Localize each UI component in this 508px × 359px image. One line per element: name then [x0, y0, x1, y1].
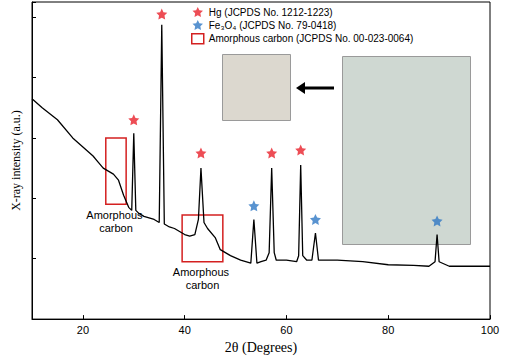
- svg-text:60: 60: [280, 324, 292, 336]
- svg-text:40: 40: [179, 324, 191, 336]
- svg-text:Amorphous: Amorphous: [173, 266, 232, 278]
- svg-text:20: 20: [77, 324, 89, 336]
- svg-text:2θ (Degrees): 2θ (Degrees): [225, 340, 298, 356]
- svg-text:X-ray intensity (a.u.): X-ray intensity (a.u.): [9, 110, 23, 211]
- svg-text:80: 80: [382, 324, 394, 336]
- svg-text:carbon: carbon: [99, 222, 133, 234]
- svg-text:Hg (JCPDS No. 1212-1223): Hg (JCPDS No. 1212-1223): [209, 7, 333, 18]
- svg-text:Fe₃O₄ (JCPDS No. 79-0418): Fe₃O₄ (JCPDS No. 79-0418): [209, 20, 337, 31]
- svg-text:100: 100: [481, 324, 499, 336]
- svg-text:carbon: carbon: [186, 279, 220, 291]
- svg-text:Amorphous: Amorphous: [86, 208, 146, 221]
- svg-text:Amorphous carbon (JCPDS No. 00: Amorphous carbon (JCPDS No. 00-023-0064): [209, 33, 414, 44]
